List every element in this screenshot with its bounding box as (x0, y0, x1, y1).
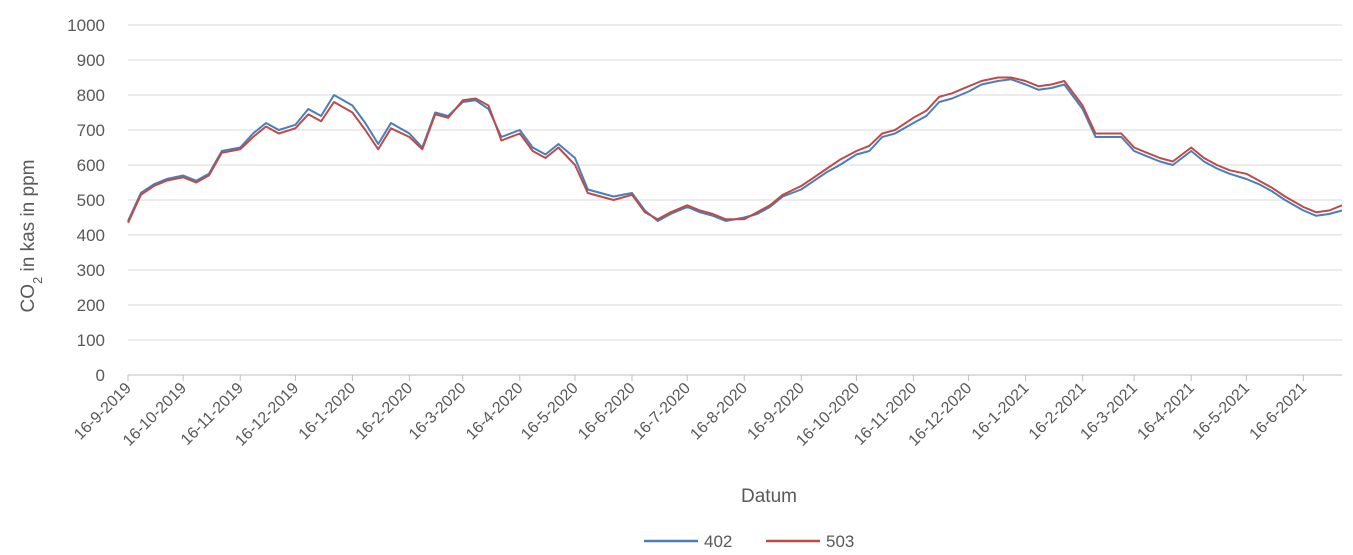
legend-label-503: 503 (826, 532, 854, 551)
x-tick-label: 16-3-2020 (406, 380, 470, 444)
x-tick-label: 16-4-2020 (463, 380, 527, 444)
y-tick-label: 400 (77, 226, 105, 245)
x-tick-label: 16-6-2020 (575, 380, 639, 444)
y-axis-title: CO2 in kas in ppm (18, 160, 45, 313)
series-line-503 (127, 76, 1343, 224)
x-tick-label: 16-4-2021 (1134, 380, 1198, 444)
x-tick-label: 16-2-2020 (353, 380, 417, 444)
x-axis-title: Datum (741, 486, 797, 507)
y-tick-label: 0 (96, 366, 105, 385)
y-tick-label: 600 (77, 156, 105, 175)
y-tick-label: 300 (77, 261, 105, 280)
y-axis-ticks: 0 100 200 300 400 500 600 700 800 900 1000 (67, 16, 105, 385)
y-tick-label: 1000 (67, 16, 105, 35)
x-tick-label: 16-1-2020 (296, 380, 360, 444)
y-tick-label: 500 (77, 191, 105, 210)
y-tick-label: 100 (77, 331, 105, 350)
y-tick-label: 900 (77, 51, 105, 70)
x-tick-label: 16-7-2020 (630, 380, 694, 444)
legend: 402 503 (644, 532, 854, 551)
y-tick-label: 700 (77, 121, 105, 140)
legend-label-402: 402 (704, 532, 732, 551)
x-tick-label: 16-5-2020 (518, 380, 582, 444)
gridlines (128, 24, 1342, 341)
y-tick-label: 200 (77, 296, 105, 315)
x-axis-ticks: 16-9-201916-10-201916-11-201916-12-20191… (71, 375, 1310, 450)
x-tick-label: 16-1-2021 (969, 380, 1033, 444)
x-tick-label: 16-6-2021 (1247, 380, 1311, 444)
series-lines (127, 76, 1343, 224)
x-tick-label: 16-5-2021 (1190, 380, 1254, 444)
y-tick-label: 800 (77, 86, 105, 105)
x-tick-label: 16-8-2020 (687, 380, 751, 444)
